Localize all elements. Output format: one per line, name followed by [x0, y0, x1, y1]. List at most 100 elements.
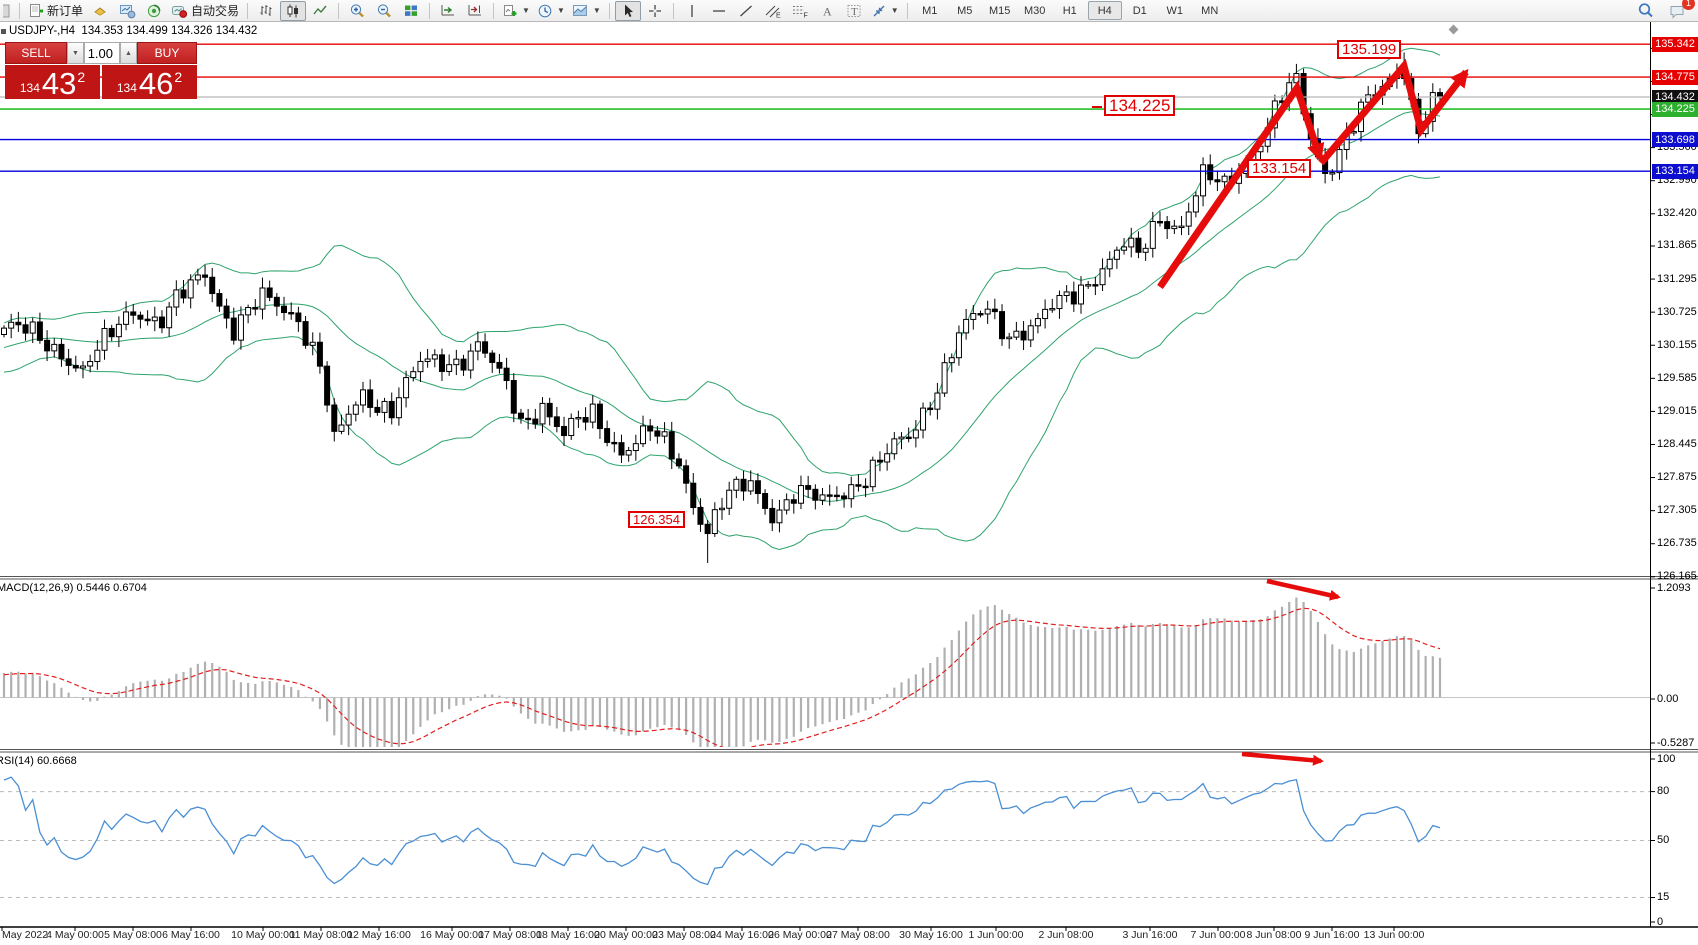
- candlestick-chart-button[interactable]: [280, 0, 307, 21]
- chart-shift-button[interactable]: [462, 1, 488, 21]
- macd-label: MACD(12,26,9) 0.5446 0.6704: [0, 582, 147, 594]
- fibonacci-icon: F: [792, 5, 808, 19]
- buy-price-figure: 134: [116, 81, 137, 95]
- price-annotation-box[interactable]: 133.154: [1247, 159, 1312, 178]
- price-tick: 127.305: [1657, 504, 1697, 517]
- timeframe-h4[interactable]: H4: [1087, 1, 1122, 20]
- chart-context-icon: [1, 29, 6, 34]
- new-order-button[interactable]: 新订单: [25, 1, 86, 21]
- price-tick: 131.295: [1657, 272, 1697, 285]
- bar-chart-icon: [260, 4, 272, 16]
- time-axis-label: 13 Jun 00:00: [1363, 929, 1425, 941]
- buy-price-display[interactable]: 134 46 2: [102, 65, 197, 99]
- autotrading-button[interactable]: 自动交易: [168, 1, 242, 21]
- zoom-in-button[interactable]: [344, 1, 370, 21]
- auto-scroll-icon: [441, 4, 455, 15]
- price-annotation-box[interactable]: 135.199: [1337, 40, 1402, 59]
- time-axis-label: 23 May 08:00: [652, 929, 716, 941]
- time-axis-label: 8 Jun 08:00: [1246, 929, 1302, 941]
- volume-down-button[interactable]: ▼: [67, 42, 84, 64]
- timeframe-m15[interactable]: M15: [989, 4, 1011, 17]
- charts-window-button[interactable]: [114, 1, 140, 21]
- trend-arrow-drawings[interactable]: [1157, 58, 1469, 766]
- profiles-button[interactable]: [87, 1, 113, 21]
- buy-price-pips: 46: [138, 66, 174, 102]
- zoom-out-button[interactable]: [371, 1, 397, 21]
- indicators-icon: [504, 4, 517, 16]
- time-axis-label: 18 May 16:00: [536, 929, 600, 941]
- search-button[interactable]: [1632, 1, 1658, 21]
- time-axis-label: 2 Jun 08:00: [1038, 929, 1094, 941]
- price-tick: 131.865: [1657, 239, 1697, 252]
- price-line-label: 134.225: [1652, 101, 1698, 117]
- macd-histogram: [2, 597, 1442, 747]
- bar-chart-button[interactable]: [253, 1, 279, 21]
- candlestick-chart-icon: [287, 4, 299, 17]
- time-axis-label: 12 May 16:00: [347, 929, 411, 941]
- rsi-scale-label: 100: [1657, 752, 1676, 765]
- time-axis-label: 5 May 08:00: [104, 929, 162, 941]
- templates-button[interactable]: ▼: [569, 1, 604, 21]
- crosshair-icon: [648, 4, 661, 17]
- one-click-trade-panel: SELL ▼ 1.00 ▲ BUY 134 43 2 134 46 2: [5, 42, 197, 99]
- trendline-icon: [739, 5, 752, 16]
- time-axis-label: 20 May 00:00: [594, 929, 658, 941]
- time-axis-label: 4 May 00:00: [46, 929, 104, 941]
- timeframe-m1[interactable]: M1: [922, 4, 938, 17]
- price-tick: 128.445: [1657, 437, 1697, 450]
- timeframe-m5[interactable]: M5: [957, 4, 973, 17]
- tile-windows-button[interactable]: [398, 1, 424, 21]
- line-chart-icon: [313, 5, 327, 14]
- price-annotation-box[interactable]: 134.225: [1104, 95, 1176, 116]
- rsi-scale-label: 50: [1657, 834, 1670, 846]
- shapes-button[interactable]: ▼: [868, 1, 902, 21]
- time-axis-label: 1 Jun 00:00: [968, 929, 1024, 941]
- time-axis-label: 9 Jun 16:00: [1304, 929, 1360, 941]
- timeframe-m30[interactable]: M30: [1024, 4, 1046, 17]
- text-label-button[interactable]: T: [841, 1, 867, 21]
- buy-button[interactable]: BUY: [137, 42, 197, 64]
- macd-scale-label: 1.2093: [1657, 581, 1691, 594]
- price-tick: 130.725: [1657, 305, 1697, 318]
- rsi-label: RSI(14) 60.6668: [0, 755, 77, 767]
- price-tick: 129.015: [1657, 404, 1697, 417]
- periods-button[interactable]: ▼: [534, 1, 568, 21]
- text-button[interactable]: A: [814, 1, 840, 21]
- sell-price-display[interactable]: 134 43 2: [5, 65, 100, 99]
- horizontal-line-button[interactable]: [706, 1, 732, 21]
- candlestick-series: [1, 52, 1443, 563]
- volume-up-button[interactable]: ▲: [120, 42, 137, 64]
- timeframe-d1[interactable]: D1: [1132, 4, 1147, 17]
- price-tick: 132.420: [1657, 207, 1697, 220]
- timeframe-h1[interactable]: H1: [1062, 4, 1077, 17]
- indicators-button[interactable]: ▼: [499, 1, 533, 21]
- autotrading-icon: [172, 5, 188, 18]
- trendline-button[interactable]: [733, 1, 759, 21]
- new-order-icon: [30, 3, 43, 17]
- search-icon: [1638, 3, 1653, 18]
- sell-button[interactable]: SELL: [5, 42, 67, 64]
- rsi-scale-label: 0: [1657, 915, 1664, 928]
- timeframe-w1[interactable]: W1: [1166, 4, 1183, 17]
- price-tick: 130.155: [1657, 338, 1697, 351]
- time-axis-label: 11 May 08:00: [289, 929, 353, 941]
- timeframe-mn[interactable]: MN: [1201, 4, 1219, 17]
- time-axis-label: 10 May 00:00: [231, 929, 295, 941]
- timeframe-bar: M1 M5 M15 M30 H1 H4 D1 W1 MN: [913, 1, 1227, 20]
- vertical-line-button[interactable]: [679, 1, 705, 21]
- cursor-button[interactable]: [614, 0, 641, 21]
- line-chart-button[interactable]: [307, 1, 333, 21]
- auto-scroll-button[interactable]: [435, 1, 461, 21]
- periods-clock-icon: [538, 4, 552, 17]
- rsi-scale-label: 80: [1657, 785, 1670, 798]
- notifications-button[interactable]: 1: [1664, 0, 1695, 21]
- notification-badge: 1: [1682, 0, 1695, 10]
- fibonacci-button[interactable]: F: [787, 1, 813, 21]
- price-annotation-box[interactable]: 126.354: [628, 511, 685, 528]
- market-watch-button[interactable]: [141, 1, 167, 21]
- volume-input[interactable]: 1.00: [84, 42, 120, 64]
- crosshair-button[interactable]: [642, 1, 668, 21]
- equidistant-channel-button[interactable]: E: [760, 1, 786, 21]
- new-order-label: 新订单: [47, 4, 84, 18]
